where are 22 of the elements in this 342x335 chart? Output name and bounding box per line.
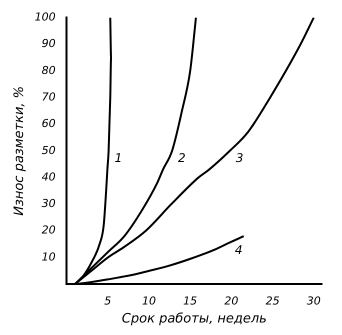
annotation: 2 xyxy=(178,151,186,166)
annotation: 3 xyxy=(236,151,244,166)
annotation: 1 xyxy=(114,151,122,166)
y-tick-label: 40 xyxy=(42,170,56,184)
y-tick-label: 80 xyxy=(42,64,56,77)
x-axis-title: Срок работы, недель xyxy=(122,312,267,327)
x-tick-label: 15 xyxy=(183,294,198,308)
x-tick-label: 25 xyxy=(266,294,280,308)
x-tick-label: 20 xyxy=(224,294,238,308)
x-tick-label: 30 xyxy=(306,294,321,308)
y-tick-label: 90 xyxy=(42,37,56,50)
y-tick-label: 30 xyxy=(42,197,56,210)
x-tick-label: 10 xyxy=(142,294,156,308)
y-tick-label: 50 xyxy=(42,144,56,157)
y-tick-label: 60 xyxy=(42,117,56,130)
y-tick-label: 20 xyxy=(42,224,56,237)
y-tick-label: 10 xyxy=(42,250,56,264)
x-tick-label: 5 xyxy=(104,294,112,308)
y-tick-label: 100 xyxy=(34,10,56,24)
annotation: 4 xyxy=(234,243,243,257)
y-tick-label: 70 xyxy=(42,90,56,104)
y-axis-title: Износ разметки, % xyxy=(12,86,28,216)
